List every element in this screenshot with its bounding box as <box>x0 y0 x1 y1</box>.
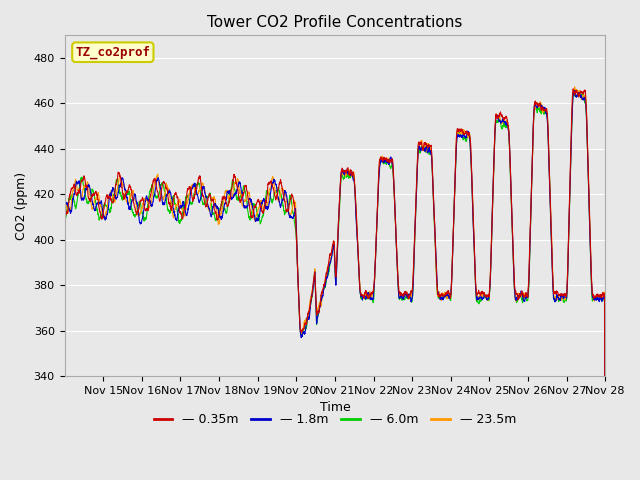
Text: TZ_co2prof: TZ_co2prof <box>76 46 150 59</box>
Y-axis label: CO2 (ppm): CO2 (ppm) <box>15 171 28 240</box>
Title: Tower CO2 Profile Concentrations: Tower CO2 Profile Concentrations <box>207 15 463 30</box>
X-axis label: Time: Time <box>319 401 350 414</box>
Legend: — 0.35m, — 1.8m, — 6.0m, — 23.5m: — 0.35m, — 1.8m, — 6.0m, — 23.5m <box>148 408 521 431</box>
